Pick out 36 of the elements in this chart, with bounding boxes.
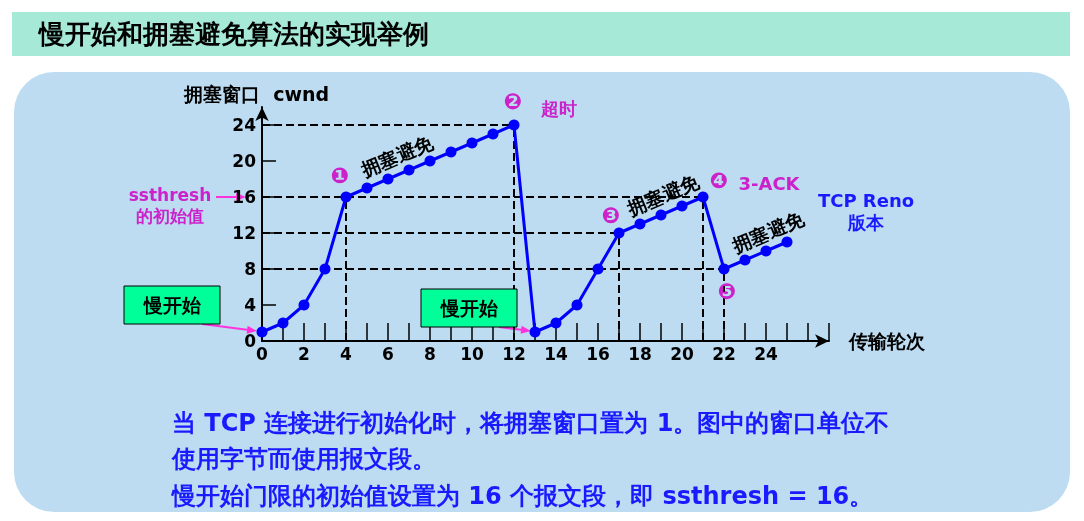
y-tick-label: 8 [244, 259, 256, 279]
x-tick-label: 16 [586, 343, 610, 364]
text: 当 TCP 连接进行初始化时，将拥塞窗口置为 1。图中的窗口单位不使用字节而使用报文段。 [171, 409, 890, 473]
annotation: 拥塞避免 [356, 130, 438, 182]
y-tick-label: 16 [232, 187, 256, 207]
x-tick-label: 6 [382, 343, 394, 364]
text: 慢开始 [142, 294, 202, 316]
y-tick-label: 24 [232, 115, 257, 135]
chart-title: 慢开始和拥塞避免算法的实现举例 [37, 19, 429, 49]
x-tick-label: 24 [754, 343, 778, 364]
y-axis-title: 拥塞窗口 cwnd [183, 82, 330, 105]
x-tick-label: 10 [460, 343, 484, 364]
annotation: 超时 [540, 97, 577, 119]
annotation: ❺ [717, 278, 737, 304]
annotation: ❶ [330, 162, 350, 188]
annotation: ❷ [503, 88, 523, 114]
x-tick-label: 4 [340, 343, 353, 364]
x-tick-label: 14 [544, 343, 568, 364]
text: ssthresh 的初始值 [128, 184, 212, 226]
annotation: 3-ACK [738, 172, 801, 194]
y-tick-label: 4 [244, 295, 257, 315]
x-tick-label: 2 [298, 343, 310, 364]
x-tick-label: 20 [670, 343, 694, 364]
text: 慢开始门限的初始值设置为 16 个报文段，即 ssthresh = 16。 [170, 482, 874, 510]
y-tick-label: 20 [232, 151, 257, 171]
y-tick-label: 12 [232, 223, 256, 243]
annotation: TCP Reno 版本 [817, 189, 915, 233]
x-tick-label: 22 [712, 343, 736, 364]
annotation: ❹ [709, 167, 729, 193]
annotation: 慢开始 [439, 297, 499, 319]
x-tick-label: 12 [502, 343, 526, 364]
annotation: ❸ [601, 202, 621, 228]
x-tick-label: 18 [628, 343, 652, 364]
annotation: 拥塞避免 [727, 206, 809, 258]
x-tick-label: 8 [424, 343, 436, 364]
x-axis-title: 传输轮次 [848, 330, 926, 352]
